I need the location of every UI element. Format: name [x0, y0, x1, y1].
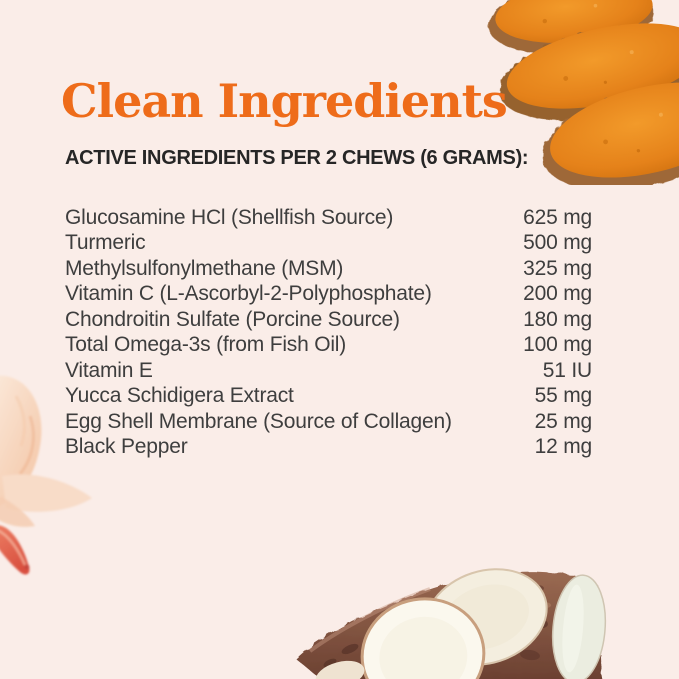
ingredient-amount: 325 mg: [523, 256, 592, 280]
ingredient-row: Glucosamine HCl (Shellfish Source) 625 m…: [65, 205, 592, 230]
ingredient-row: Methylsulfonylmethane (MSM) 325 mg: [65, 256, 592, 281]
ingredient-amount: 625 mg: [523, 206, 592, 229]
ingredient-row: Total Omega-3s (from Fish Oil) 100 mg: [65, 332, 592, 357]
ingredient-name: Total Omega-3s (from Fish Oil): [65, 333, 347, 357]
ingredient-amount: 200 mg: [523, 282, 592, 306]
ingredient-amount: 100 mg: [523, 333, 592, 357]
ingredient-amount: 25 mg: [534, 409, 593, 433]
ingredient-name: Egg Shell Membrane (Source of Collagen): [65, 409, 452, 433]
ingredient-row: Black Pepper 12 mg: [65, 434, 592, 459]
ingredient-name: Black Pepper: [65, 435, 188, 459]
ingredient-name: Chondroitin Sulfate (Porcine Source): [65, 307, 400, 331]
ingredient-row: Vitamin E 51 IU: [65, 358, 592, 383]
ingredients-list: Glucosamine HCl (Shellfish Source) 625 m…: [65, 205, 592, 460]
ingredient-name: Vitamin C (L-Ascorbyl-2-Polyphosphate): [65, 282, 432, 306]
ingredient-amount: 12 mg: [534, 435, 593, 459]
ingredient-row: Chondroitin Sulfate (Porcine Source) 180…: [65, 307, 592, 332]
ingredient-amount: 51 IU: [542, 358, 592, 382]
cassava-yucca-root-image: [296, 568, 607, 679]
ingredient-amount: 500 mg: [523, 231, 592, 255]
ingredient-row: Egg Shell Membrane (Source of Collagen) …: [65, 409, 592, 434]
ingredient-name: Yucca Schidigera Extract: [65, 384, 294, 408]
active-ingredients-subtitle: ACTIVE INGREDIENTS PER 2 CHEWS (6 GRAMS)…: [65, 147, 529, 169]
ingredient-row: Yucca Schidigera Extract 55 mg: [65, 383, 592, 408]
ingredient-name: Turmeric: [65, 231, 146, 255]
ingredient-amount: 55 mg: [534, 384, 593, 408]
ingredient-row: Turmeric 500 mg: [65, 230, 592, 255]
ingredient-name: Glucosamine HCl (Shellfish Source): [65, 206, 394, 229]
ingredient-name: Vitamin E: [65, 358, 153, 382]
ingredient-name: Methylsulfonylmethane (MSM): [65, 256, 344, 280]
ingredient-amount: 180 mg: [523, 307, 592, 331]
page-title: Clean Ingredients: [61, 74, 508, 128]
ingredient-row: Vitamin C (L-Ascorbyl-2-Polyphosphate) 2…: [65, 281, 592, 306]
